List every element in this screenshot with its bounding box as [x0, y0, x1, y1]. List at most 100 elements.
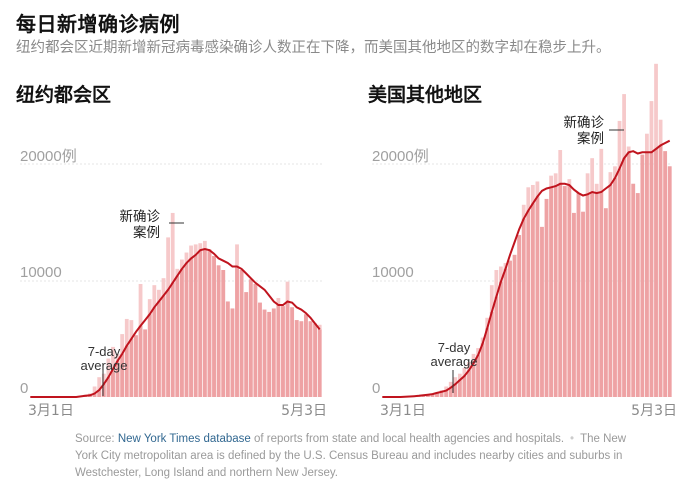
daily-bar-core — [147, 314, 152, 397]
daily-bar-core — [239, 270, 244, 397]
average-line-right — [382, 139, 671, 398]
panel-title-rest-of-us: 美国其他地区 — [368, 84, 483, 106]
daily-bar-core — [281, 306, 285, 397]
daily-bar-core — [430, 394, 435, 397]
daily-bar-core — [317, 329, 322, 397]
y-tick-0: 0 — [20, 380, 28, 397]
daily-bar-core — [124, 345, 129, 397]
source-footer: Source: New York Times database of repor… — [75, 431, 635, 482]
average-label: 7-day — [88, 344, 121, 359]
daily-bar-core — [244, 292, 249, 397]
x-tick-start: 3月1日 — [28, 403, 74, 419]
daily-bar-core — [562, 186, 567, 397]
daily-bar-core — [567, 184, 572, 397]
daily-bar-core — [92, 393, 97, 397]
daily-bar-core — [503, 268, 508, 397]
daily-bar-core — [175, 275, 180, 397]
daily-bar-core — [485, 328, 490, 397]
average-label: 7-day — [438, 340, 471, 355]
daily-bar-core — [499, 281, 503, 397]
daily-bar-core — [617, 168, 622, 397]
cases-label: 新确诊 — [564, 115, 605, 131]
daily-bar-core — [645, 152, 649, 397]
daily-bar-core — [599, 191, 604, 397]
daily-bar-core — [489, 311, 494, 397]
daily-bar-core — [207, 250, 212, 397]
panel-title-nyc: 纽约都会区 — [16, 84, 112, 106]
daily-bar-core — [512, 254, 517, 397]
daily-bar-core — [235, 266, 239, 397]
daily-bar-core — [540, 226, 544, 397]
daily-bar-core — [508, 260, 512, 397]
daily-bar-core — [221, 270, 226, 397]
daily-bar-core — [225, 301, 230, 397]
daily-bar-core — [517, 235, 522, 397]
daily-bar-core — [138, 325, 143, 397]
daily-bar-core — [476, 355, 480, 397]
daily-bar-core — [111, 369, 115, 397]
daily-bar-core — [658, 145, 663, 397]
footnote: The New York City metropolitan area is d… — [75, 433, 627, 479]
daily-bar-core — [212, 256, 216, 397]
daily-bar-core — [544, 198, 549, 397]
x-tick-start: 3月1日 — [380, 403, 426, 419]
cases-label-2: 案例 — [577, 130, 604, 147]
daily-bar-core — [603, 208, 608, 397]
daily-bar-core — [294, 320, 299, 397]
average-label-2: average — [81, 358, 128, 373]
daily-bar-core — [308, 321, 313, 397]
daily-bar-core — [258, 302, 262, 397]
daily-bar-core — [572, 212, 576, 397]
daily-bar-core — [631, 183, 636, 397]
daily-bar-core — [535, 196, 540, 397]
cases-label: 新确诊 — [120, 209, 161, 225]
daily-bar-core — [439, 391, 444, 397]
daily-bar-core — [649, 152, 654, 397]
daily-bar-core — [581, 211, 585, 397]
daily-bar-core — [202, 249, 207, 397]
daily-bar-core — [313, 323, 318, 397]
daily-bar-core — [426, 394, 430, 397]
daily-bar-core — [299, 321, 304, 397]
daily-bar-core — [453, 384, 458, 397]
daily-bar-core — [494, 296, 499, 397]
daily-bar-core — [640, 154, 645, 397]
daily-bar-core — [594, 193, 599, 397]
daily-bar-core — [613, 177, 617, 397]
daily-bar-core — [663, 151, 668, 397]
y-tick-10000: 10000 — [20, 264, 62, 281]
source-link[interactable]: New York Times database — [117, 433, 251, 445]
daily-bar-core — [626, 152, 631, 397]
daily-bar-core — [134, 335, 138, 397]
y-tick-20000: 20000例 — [372, 148, 429, 165]
daily-bars-right — [403, 63, 672, 398]
daily-bar-core — [553, 186, 558, 397]
daily-bar-core — [622, 158, 626, 397]
daily-bar-core — [248, 279, 253, 397]
daily-bar-core — [558, 183, 563, 397]
daily-bar-core — [549, 187, 553, 397]
daily-bar-core — [101, 384, 106, 397]
daily-bar-core — [435, 392, 439, 397]
y-tick-0: 0 — [372, 380, 380, 397]
y-tick-10000: 10000 — [372, 264, 414, 281]
daily-bar-core — [262, 309, 267, 397]
daily-bar-core — [189, 258, 193, 397]
daily-bar-core — [129, 338, 134, 397]
daily-bar-core — [590, 191, 595, 397]
daily-bar-core — [457, 380, 462, 397]
daily-bar-core — [184, 263, 189, 397]
daily-bar-core — [230, 308, 235, 397]
source-text: of reports from state and local health a… — [250, 433, 565, 445]
daily-bar-core — [635, 193, 640, 397]
daily-bar — [92, 386, 97, 397]
average-label-2: average — [431, 354, 478, 369]
daily-bar-core — [585, 194, 590, 397]
daily-bar-core — [467, 370, 471, 397]
cases-label-2: 案例 — [133, 224, 160, 241]
daily-bar-core — [161, 295, 166, 397]
chart-title: 每日新增确诊病例 — [16, 12, 180, 36]
daily-bar-core — [97, 390, 102, 397]
daily-bar-core — [157, 301, 161, 397]
daily-bar-core — [106, 377, 111, 397]
